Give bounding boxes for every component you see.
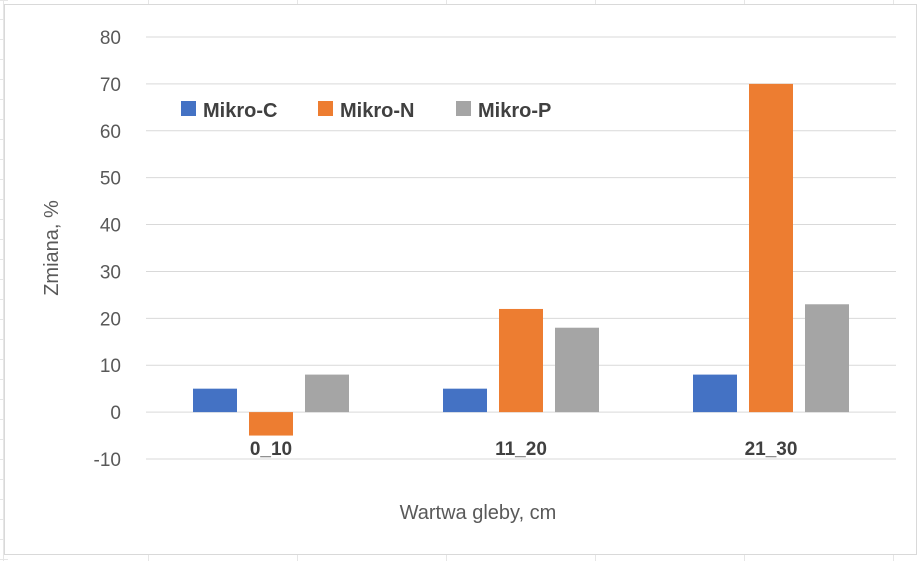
x-tick-label: 21_30 — [745, 439, 798, 460]
y-tick-label: 30 — [100, 262, 121, 283]
y-tick-label: 50 — [100, 169, 121, 190]
bar-mikro-p-21_30 — [805, 304, 849, 413]
bar-mikro-c-21_30 — [693, 374, 737, 413]
legend-swatch — [318, 101, 333, 116]
legend-label: Mikro-C — [203, 100, 277, 122]
legend-label: Mikro-N — [340, 100, 414, 122]
y-tick-label: 0 — [110, 403, 121, 424]
y-axis-tick-labels: -10 0 10 20 30 40 50 60 70 80 — [94, 28, 121, 471]
y-tick-label: -10 — [94, 450, 121, 471]
bar-mikro-p-11_20 — [555, 327, 599, 413]
legend-swatch — [456, 101, 471, 116]
y-axis-title: Zmiana, % — [41, 200, 63, 296]
y-tick-label: 70 — [100, 75, 121, 96]
y-tick-label: 10 — [100, 356, 121, 377]
y-tick-label: 60 — [100, 122, 121, 143]
x-tick-label: 11_20 — [495, 439, 547, 460]
bar-mikro-n-11_20 — [499, 308, 543, 413]
bar-mikro-p-0_10 — [305, 374, 349, 413]
y-tick-label: 40 — [100, 216, 121, 237]
legend-swatch — [181, 101, 196, 116]
y-tick-label: 80 — [100, 28, 121, 49]
x-tick-label: 0_10 — [250, 439, 292, 460]
bar-mikro-n-0_10 — [249, 412, 293, 436]
legend-label: Mikro-P — [478, 100, 551, 122]
y-tick-label: 20 — [100, 309, 121, 330]
bar-mikro-n-21_30 — [749, 83, 793, 413]
x-axis-title: Wartwa gleby, cm — [400, 502, 557, 524]
bar-mikro-c-11_20 — [443, 388, 487, 413]
legend: Mikro-C Mikro-N Mikro-P — [181, 100, 551, 122]
bars — [193, 83, 849, 436]
x-axis-tick-labels: 0_10 11_20 21_30 — [250, 439, 798, 460]
bar-mikro-c-0_10 — [193, 388, 237, 413]
